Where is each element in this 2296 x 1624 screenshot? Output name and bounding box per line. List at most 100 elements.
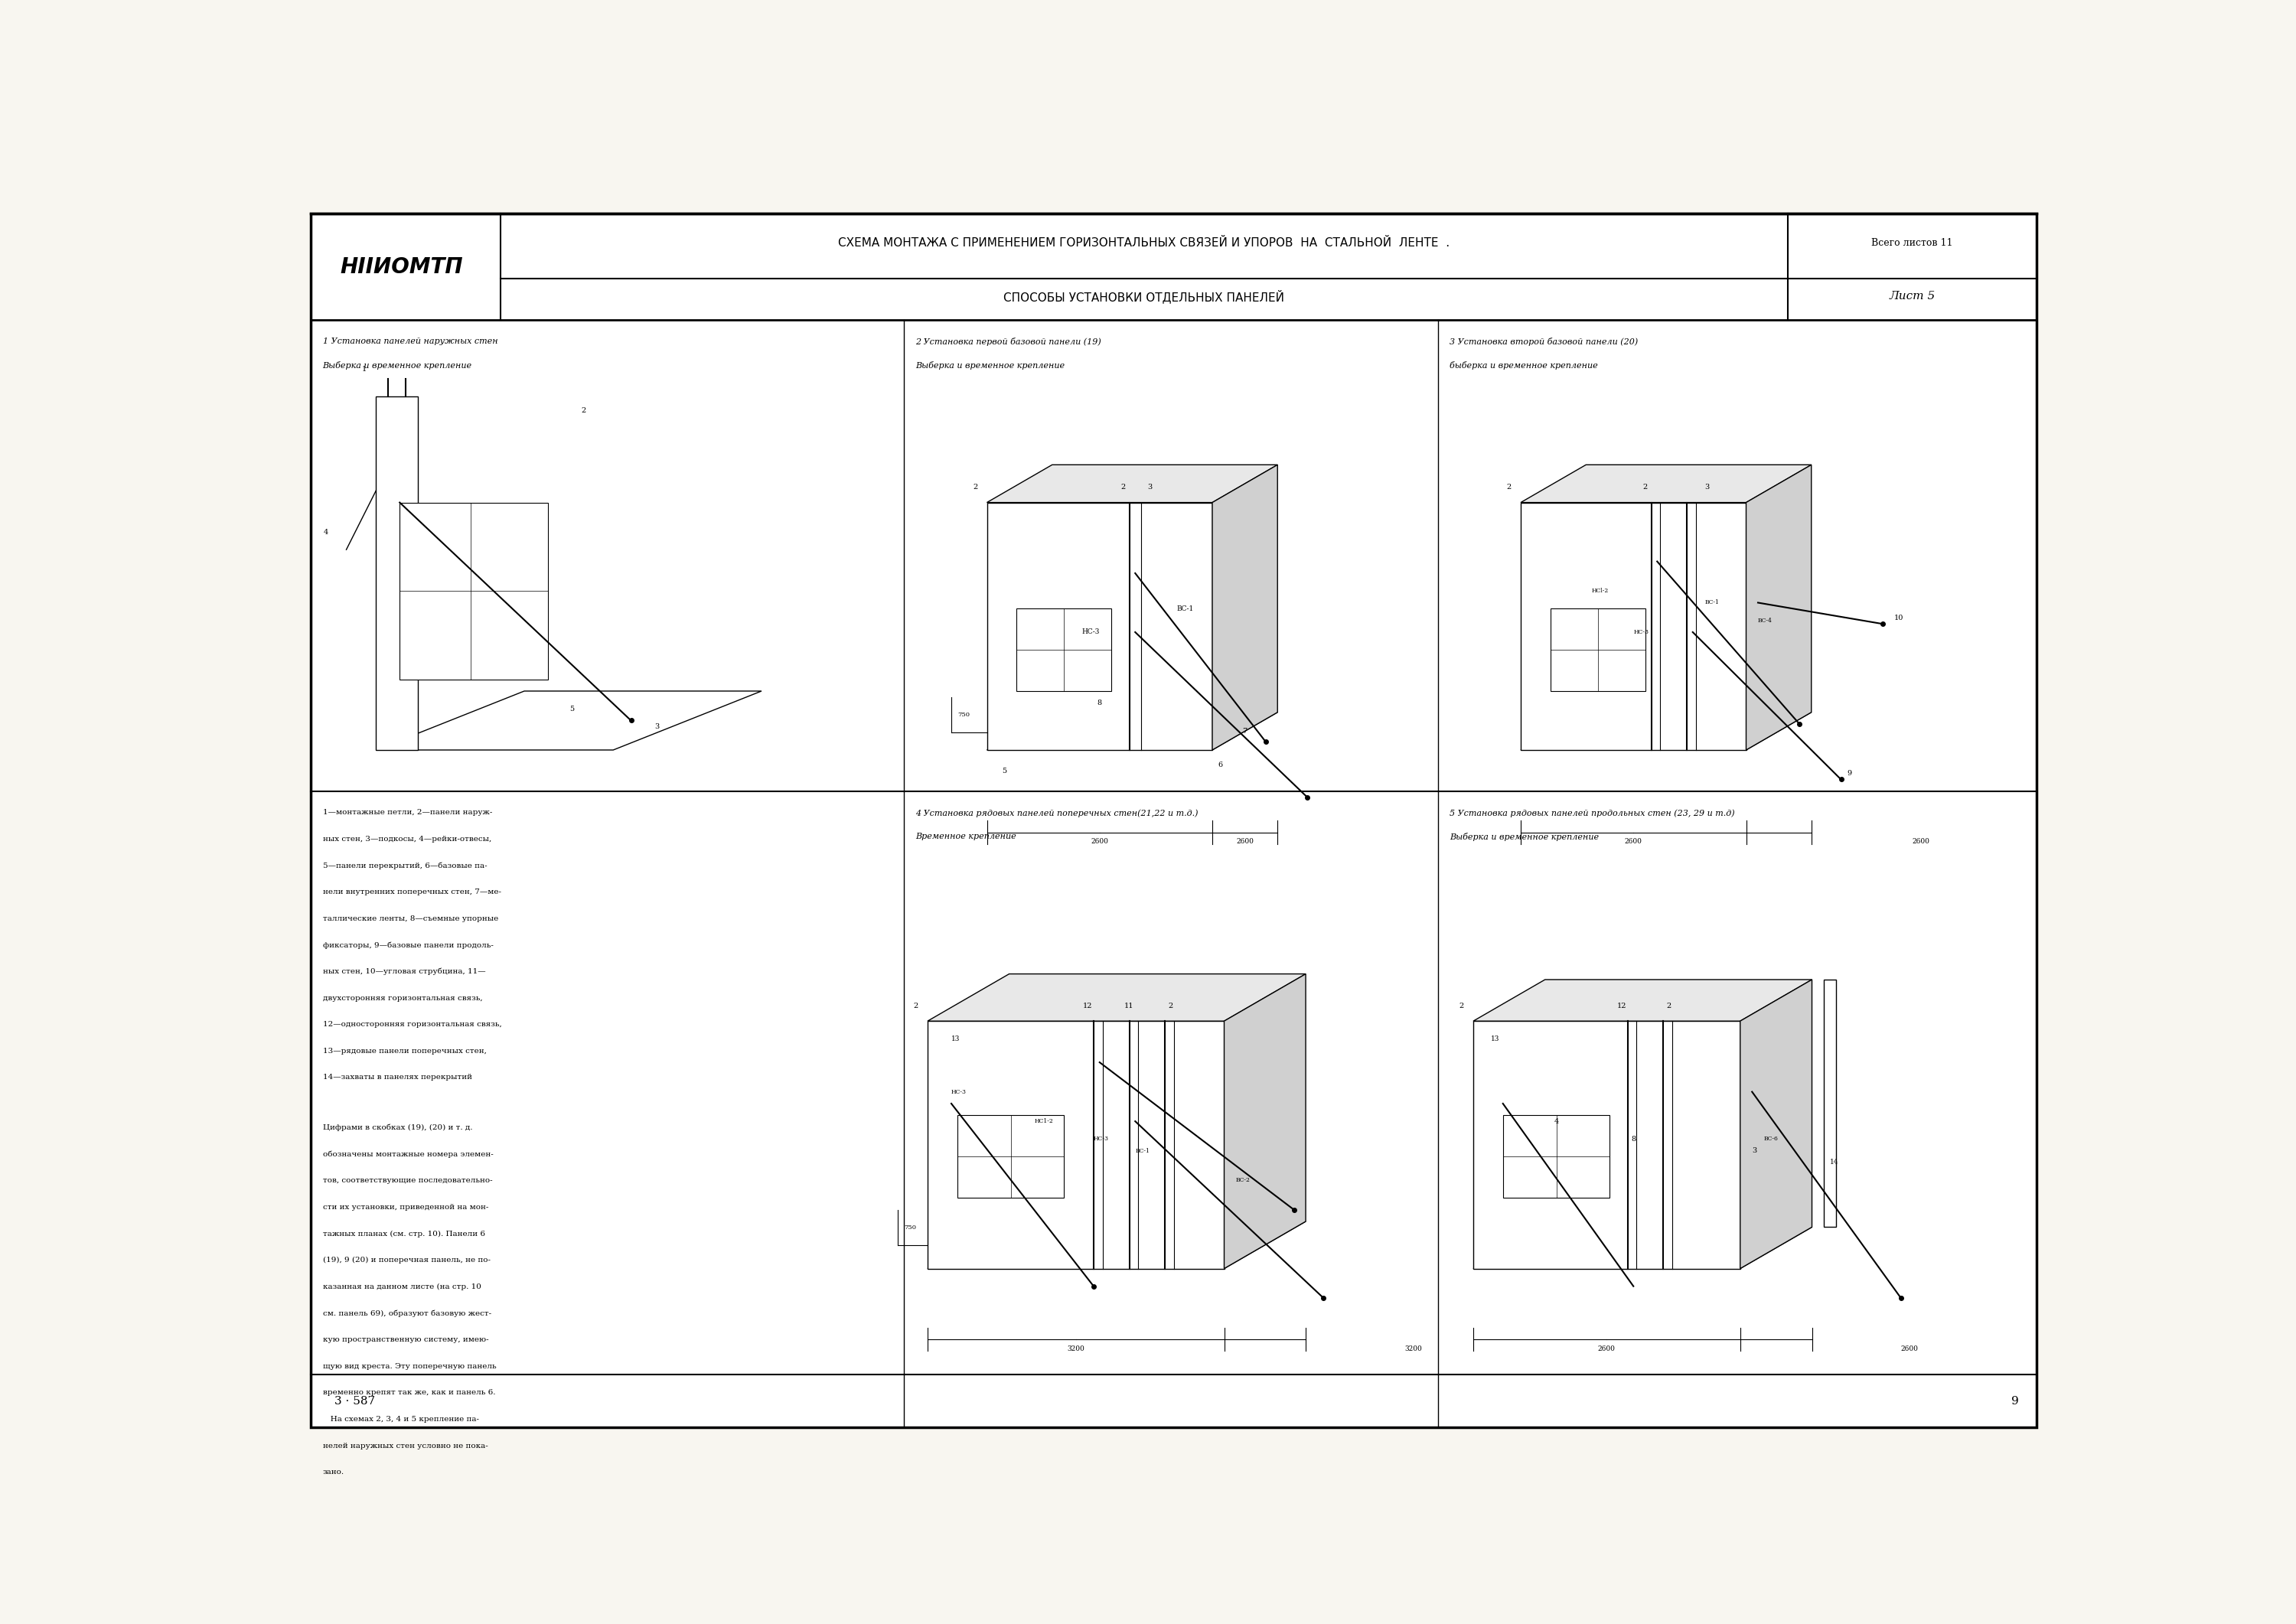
Text: ных стен, 3—подкосы, 4—рейки-отвесы,: ных стен, 3—подкосы, 4—рейки-отвесы, [321,835,491,843]
Text: 2600: 2600 [1598,1345,1616,1353]
Text: зано.: зано. [321,1470,344,1476]
Text: 12—односторонняя горизонтальная связь,: 12—односторонняя горизонтальная связь, [321,1021,501,1028]
Text: 5: 5 [1003,768,1008,775]
Polygon shape [987,502,1212,750]
Polygon shape [1520,502,1745,750]
Text: ВС-1: ВС-1 [1704,599,1720,606]
Text: 2600: 2600 [1913,838,1931,844]
Text: 2: 2 [1667,1002,1671,1009]
Text: (19), 9 (20) и поперечная панель, не по-: (19), 9 (20) и поперечная панель, не по- [321,1257,491,1263]
Text: 14: 14 [1830,1160,1839,1166]
Polygon shape [928,1221,1306,1268]
Text: На схемах 2, 3, 4 и 5 крепление па-: На схемах 2, 3, 4 и 5 крепление па- [321,1416,478,1423]
Polygon shape [1212,464,1277,750]
Text: 3 Установка второй базовой панели (20): 3 Установка второй базовой панели (20) [1449,338,1637,346]
Text: 1 Установка панелей наружных стен: 1 Установка панелей наружных стен [321,338,498,346]
Text: Выберка и временное крепление: Выберка и временное крепление [916,361,1065,370]
Text: см. панель 69), образуют базовую жест-: см. панель 69), образуют базовую жест- [321,1311,491,1317]
Polygon shape [928,1021,1224,1268]
Text: Выберка и временное крепление: Выберка и временное крепление [1449,833,1598,841]
Text: 13: 13 [1490,1036,1499,1043]
Text: 1—монтажные петли, 2—панели наруж-: 1—монтажные петли, 2—панели наруж- [321,809,491,815]
Text: 10: 10 [1894,614,1903,622]
Text: НС-3: НС-3 [951,1088,967,1095]
Text: СХЕМА МОНТАЖА С ПРИМЕНЕНИЕМ ГОРИЗОНТАЛЬНЫХ СВЯЗЕЙ И УПОРОВ  НА  СТАЛЬНОЙ  ЛЕНТЕ : СХЕМА МОНТАЖА С ПРИМЕНЕНИЕМ ГОРИЗОНТАЛЬН… [838,237,1449,248]
Polygon shape [928,974,1306,1021]
Text: 2: 2 [1458,1002,1465,1009]
Text: 5—панели перекрытий, 6—базовые па-: 5—панели перекрытий, 6—базовые па- [321,862,487,869]
Text: 750: 750 [905,1224,916,1231]
Text: 2600: 2600 [1626,838,1642,844]
Polygon shape [1474,1228,1812,1268]
Text: 5: 5 [569,705,574,713]
Text: 2 Установка первой базовой панели (19): 2 Установка первой базовой панели (19) [916,338,1102,346]
Text: 5 Установка рядовых панелей продольных стен (23, 29 и т.д): 5 Установка рядовых панелей продольных с… [1449,809,1736,817]
Text: 8: 8 [1630,1135,1635,1142]
Text: ВС-4: ВС-4 [1759,617,1773,624]
Text: кую пространственную систему, имею-: кую пространственную систему, имею- [321,1337,489,1343]
Text: 12: 12 [1084,1002,1093,1009]
Text: 3: 3 [1148,484,1153,490]
Text: 2: 2 [974,484,978,490]
Polygon shape [1224,974,1306,1268]
Bar [400,502,549,679]
Text: 3: 3 [654,723,659,729]
Text: казанная на данном листе (на стр. 10: казанная на данном листе (на стр. 10 [321,1283,480,1291]
Text: 7: 7 [1242,728,1247,734]
Text: 8: 8 [1097,700,1102,706]
Bar [1504,1116,1609,1199]
Text: Всего листов 11: Всего листов 11 [1871,239,1954,248]
Text: ВС-1: ВС-1 [1178,606,1194,612]
Text: 2600: 2600 [1901,1345,1917,1353]
Text: НIIИОМТП: НIIИОМТП [340,257,464,278]
Text: 2: 2 [1120,484,1125,490]
Text: 9: 9 [1846,770,1851,776]
Text: НС-3: НС-3 [1632,628,1649,635]
Text: фиксаторы, 9—базовые панели продоль-: фиксаторы, 9—базовые панели продоль- [321,942,494,948]
Text: быберка и временное крепление: быберка и временное крепление [1449,361,1598,370]
Text: временно крепят так же, как и панель 6.: временно крепят так же, как и панель 6. [321,1390,496,1397]
Text: 3: 3 [1752,1147,1756,1155]
Text: 3 · 587: 3 · 587 [335,1395,374,1406]
Text: щую вид креста. Эту поперечную панель: щую вид креста. Эту поперечную панель [321,1363,496,1369]
Text: нели внутренних поперечных стен, 7—ме-: нели внутренних поперечных стен, 7—ме- [321,888,501,895]
Polygon shape [1474,1021,1740,1268]
Text: 9: 9 [2011,1395,2018,1406]
Text: 14—захваты в панелях перекрытий: 14—захваты в панелях перекрытий [321,1073,473,1082]
Text: Цифрами в скобках (19), (20) и т. д.: Цифрами в скобках (19), (20) и т. д. [321,1124,473,1132]
Text: 13—рядовые панели поперечных стен,: 13—рядовые панели поперечных стен, [321,1047,487,1054]
Polygon shape [377,692,762,750]
Polygon shape [1823,979,1837,1228]
Text: НСl-2: НСl-2 [1591,588,1609,594]
Polygon shape [987,464,1277,502]
Text: 2: 2 [1644,484,1649,490]
Text: НС-3: НС-3 [1081,628,1100,635]
Text: таллические ленты, 8—съемные упорные: таллические ленты, 8—съемные упорные [321,914,498,922]
Text: 2: 2 [1506,484,1511,490]
Text: 3200: 3200 [1068,1345,1084,1353]
Text: 2600: 2600 [1091,838,1109,844]
Text: двухсторонняя горизонтальная связь,: двухсторонняя горизонтальная связь, [321,994,482,1002]
Text: НС1-2: НС1-2 [1033,1119,1054,1124]
Polygon shape [1745,464,1812,750]
Bar [1550,609,1646,692]
Text: 1: 1 [363,365,367,374]
Text: 4 Установка рядовых панелей поперечных стен(21,22 и т.д.): 4 Установка рядовых панелей поперечных с… [916,809,1199,817]
Text: 750: 750 [957,711,969,718]
Text: СПОСОБЫ УСТАНОВКИ ОТДЕЛЬНЫХ ПАНЕЛЕЙ: СПОСОБЫ УСТАНОВКИ ОТДЕЛЬНЫХ ПАНЕЛЕЙ [1003,289,1283,304]
Text: 13: 13 [951,1036,960,1043]
Polygon shape [1474,979,1812,1021]
Text: 2: 2 [914,1002,918,1009]
Text: 3: 3 [1704,484,1708,490]
Text: НС-3: НС-3 [1093,1135,1109,1142]
Polygon shape [987,713,1277,750]
Polygon shape [1740,979,1812,1268]
Text: 12: 12 [1616,1002,1626,1009]
Polygon shape [1520,464,1812,502]
Text: 3200: 3200 [1405,1345,1421,1353]
Bar [957,1116,1063,1199]
Text: тов, соответствующие последовательно-: тов, соответствующие последовательно- [321,1177,491,1184]
Text: 2: 2 [581,408,585,414]
Text: Лист 5: Лист 5 [1890,291,1936,302]
Text: нелей наружных стен условно не пока-: нелей наружных стен условно не пока- [321,1442,487,1449]
